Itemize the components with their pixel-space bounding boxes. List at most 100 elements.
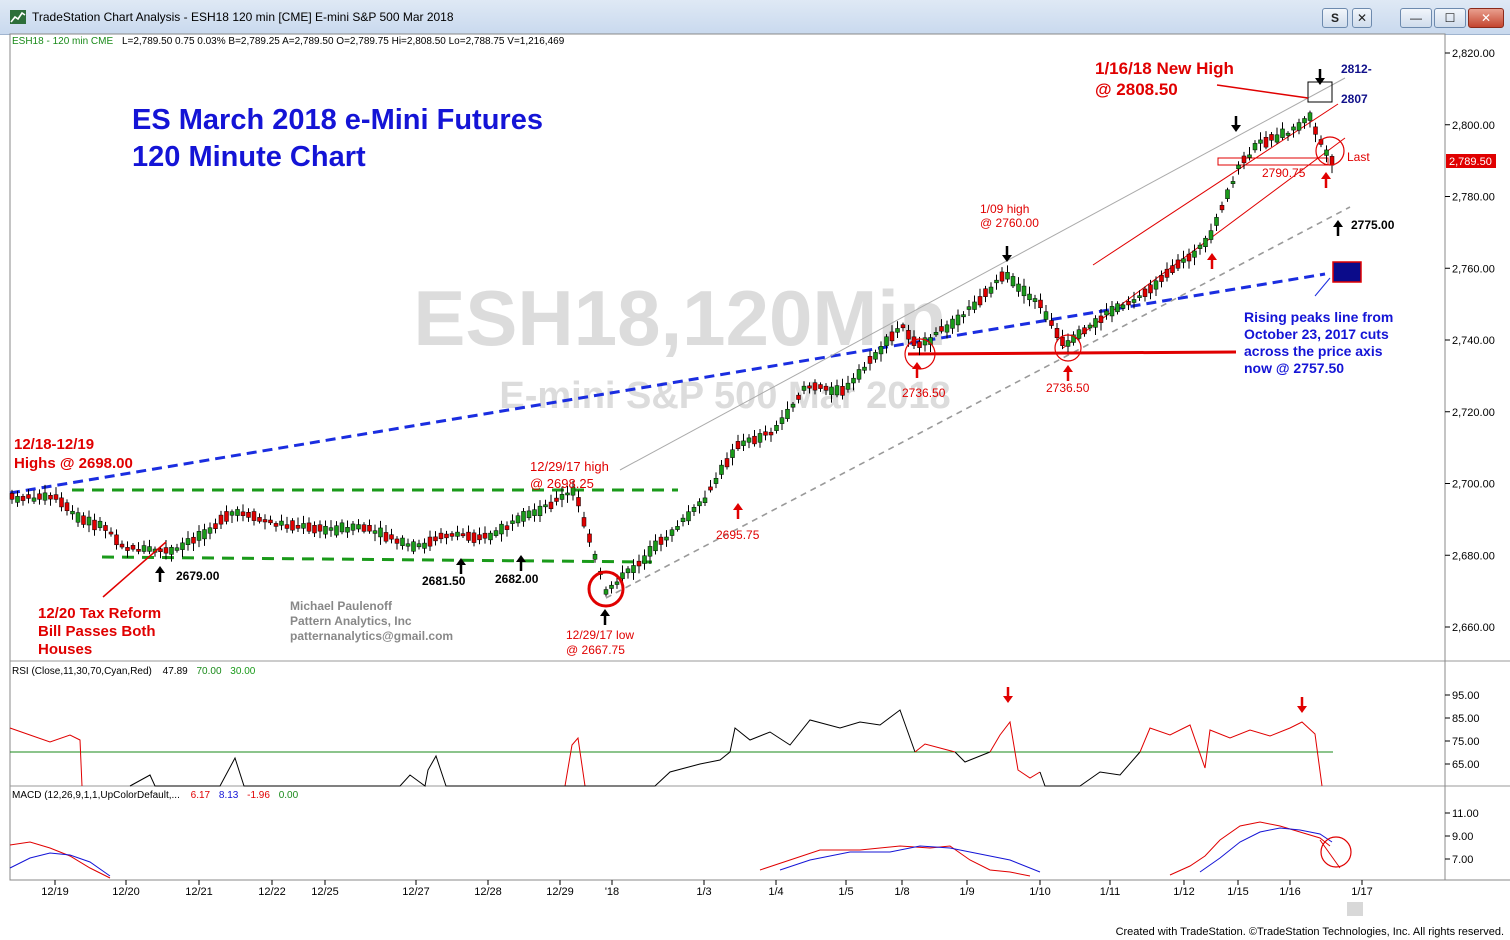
- candle-body: [257, 517, 262, 522]
- candle-body: [1115, 303, 1120, 313]
- candle-body: [455, 531, 460, 537]
- candle-body: [818, 384, 823, 389]
- annot-273650-b: 2736.50: [1046, 381, 1090, 395]
- candle-body: [543, 504, 548, 508]
- candle-body: [1252, 143, 1258, 151]
- candle-body: [873, 352, 878, 360]
- macd-circle-hatch: [1319, 839, 1341, 869]
- candle-body: [185, 538, 191, 545]
- time-tick-label: 1/4: [768, 886, 783, 898]
- candle-body: [48, 494, 53, 500]
- annotation-arrows: [155, 69, 1343, 713]
- candle-body: [812, 382, 818, 391]
- candle-body: [229, 511, 235, 516]
- horizontal-scroll-thumb[interactable]: [1347, 902, 1363, 916]
- candle-body: [427, 536, 433, 547]
- candle-body: [1296, 122, 1302, 131]
- macd-title-line: MACD (12,26,9,1,1,UpColorDefault,... 6.1…: [12, 790, 299, 801]
- rsi-line-black-1: [129, 709, 916, 787]
- grey-upper-trendline: [619, 77, 1346, 471]
- macd-circle: [1320, 836, 1352, 868]
- candle-body: [136, 548, 141, 552]
- candle-body: [1109, 306, 1115, 317]
- candle-body: [1043, 311, 1049, 320]
- grey-dashed-trendline: [605, 206, 1351, 599]
- close-chart-button[interactable]: ✕: [1352, 8, 1372, 28]
- candle-body: [1120, 304, 1126, 309]
- macd-signal-line: [9, 852, 111, 877]
- candle-body: [917, 341, 922, 348]
- candle-body: [235, 509, 240, 516]
- candle-body: [1142, 288, 1148, 297]
- arrow-newhigh: [1315, 69, 1325, 85]
- candle-body: [1175, 259, 1181, 269]
- candle-body: [169, 547, 174, 555]
- status-quote: L=2,789.50 0.75 0.03% B=2,789.25 A=2,789…: [122, 36, 565, 47]
- candle-body: [1269, 134, 1274, 141]
- arrow-273650-a: [912, 362, 922, 378]
- annot-high109-l1: 1/09 high: [980, 202, 1029, 216]
- minimize-button[interactable]: —: [1400, 8, 1432, 28]
- maximize-button[interactable]: ☐: [1434, 8, 1466, 28]
- candle-body: [372, 530, 378, 534]
- candle-body: [1098, 315, 1104, 323]
- symbol-link-button[interactable]: S: [1322, 8, 1348, 28]
- candle-body: [20, 496, 26, 501]
- candle-body: [697, 501, 702, 507]
- candle-body: [609, 584, 614, 589]
- candle-body: [625, 568, 631, 574]
- candle-body: [59, 497, 64, 508]
- rsi-tick-label: 85.00: [1452, 713, 1480, 725]
- candle-body: [856, 369, 862, 380]
- macd-axis: 11.00 9.00 7.00: [1445, 808, 1479, 866]
- candle-body: [119, 543, 125, 548]
- candle-body: [834, 385, 840, 396]
- candle-body: [449, 533, 455, 537]
- candle-body: [1131, 299, 1137, 303]
- candle-body: [675, 526, 680, 530]
- candle-body: [180, 542, 185, 550]
- candle-body: [906, 329, 911, 340]
- candle-body: [273, 523, 279, 527]
- candle-body: [15, 496, 20, 503]
- annot-1218-l2: Highs @ 2698.00: [14, 455, 133, 472]
- candle-body: [378, 527, 383, 538]
- time-tick-label: 1/17: [1351, 886, 1372, 898]
- time-tick-label: 1/16: [1279, 886, 1300, 898]
- annot-2682: 2682.00: [495, 572, 539, 586]
- candle-body: [1241, 155, 1247, 164]
- maximize-icon: ☐: [1444, 11, 1456, 25]
- author-company: Pattern Analytics, Inc: [290, 614, 412, 628]
- annot-1218-l1: 12/18-12/19: [14, 436, 94, 453]
- candle-body: [1192, 250, 1197, 258]
- annot-269575: 2695.75: [716, 528, 760, 542]
- close-window-button[interactable]: ✕: [1468, 8, 1504, 28]
- candle-body: [1032, 298, 1038, 302]
- annot-high1229-l1: 12/29/17 high: [530, 459, 609, 474]
- author-email: patternanalytics@gmail.com: [290, 629, 453, 643]
- candle-body: [1104, 310, 1109, 316]
- candle-body: [1159, 274, 1164, 282]
- macd-signal-line-2: [779, 845, 1041, 873]
- candle-body: [411, 541, 416, 552]
- candle-body: [64, 502, 70, 512]
- candle-body: [900, 324, 906, 329]
- candle-body: [174, 547, 180, 551]
- last-price-tag: [1446, 154, 1496, 168]
- candle-body: [537, 505, 543, 517]
- candle-body: [801, 385, 807, 391]
- annot-rising-l3: across the price axis: [1244, 343, 1383, 359]
- candle-body: [361, 524, 367, 532]
- candle-body: [1313, 126, 1318, 135]
- annot-2775: 2775.00: [1351, 218, 1395, 232]
- candle-body: [994, 279, 999, 284]
- candle-body: [125, 547, 130, 551]
- candle-body: [224, 511, 229, 522]
- tax-reform-pointer: [102, 541, 167, 598]
- candle-body: [405, 543, 411, 547]
- annot-rising-l1: Rising peaks line from: [1244, 309, 1393, 325]
- footer-credit: Created with TradeStation. ©TradeStation…: [1115, 926, 1504, 938]
- candle-body: [554, 497, 559, 502]
- candle-body: [790, 403, 796, 408]
